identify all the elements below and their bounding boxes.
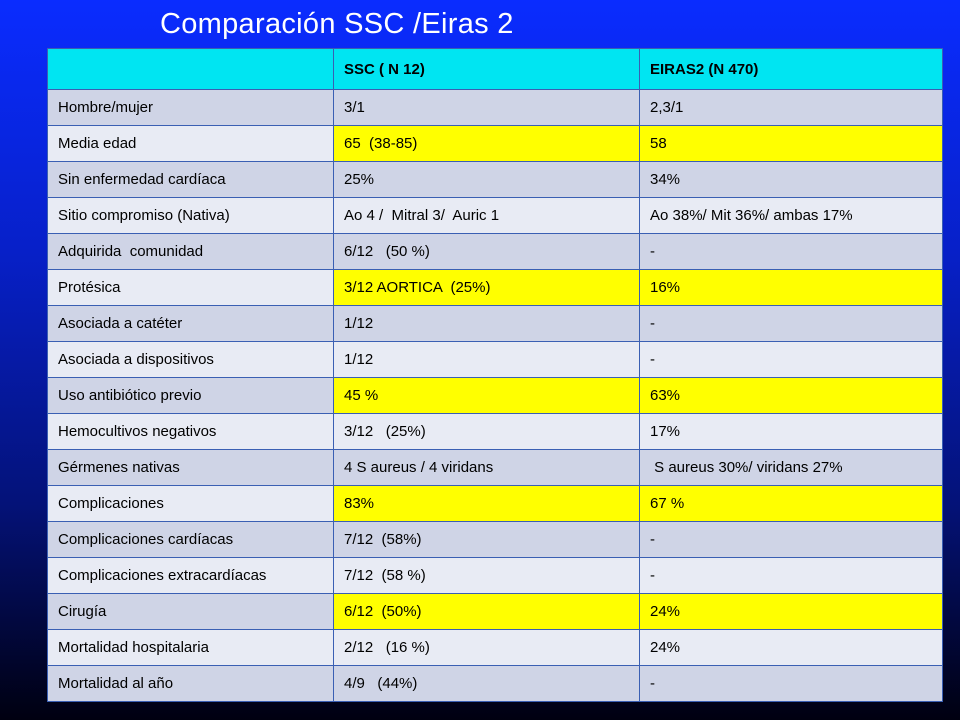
row-label-cell: Hombre/mujer bbox=[47, 89, 334, 126]
table-row: Uso antibiótico previo 45 % 63% bbox=[47, 377, 943, 414]
table-row: Complicaciones 83% 67 % bbox=[47, 485, 943, 522]
row-label-cell: Adquirida comunidad bbox=[47, 233, 334, 270]
table-row: Adquirida comunidad 6/12 (50 %) - bbox=[47, 233, 943, 270]
eiras-value-cell: 58 bbox=[639, 125, 943, 162]
eiras-value-cell: - bbox=[639, 233, 943, 270]
table-row: Complicaciones cardíacas 7/12 (58%) - bbox=[47, 521, 943, 558]
table-header-row: SSC ( N 12) EIRAS2 (N 470) bbox=[47, 48, 943, 90]
eiras-value-cell: 63% bbox=[639, 377, 943, 414]
row-label-cell: Sitio compromiso (Nativa) bbox=[47, 197, 334, 234]
ssc-value-cell: 65 (38-85) bbox=[333, 125, 640, 162]
table-row: Gérmenes nativas 4 S aureus / 4 viridans … bbox=[47, 449, 943, 486]
eiras-value-cell: S aureus 30%/ viridans 27% bbox=[639, 449, 943, 486]
table-row: Sitio compromiso (Nativa) Ao 4 / Mitral 3… bbox=[47, 197, 943, 234]
ssc-value-cell: 7/12 (58 %) bbox=[333, 557, 640, 594]
ssc-value-cell: 1/12 bbox=[333, 305, 640, 342]
row-label-cell: Media edad bbox=[47, 125, 334, 162]
table-row: Sin enfermedad cardíaca 25% 34% bbox=[47, 161, 943, 198]
slide-title: Comparación SSC /Eiras 2 bbox=[160, 8, 514, 40]
table-row: Cirugía 6/12 (50%) 24% bbox=[47, 593, 943, 630]
eiras-value-cell: Ao 38%/ Mit 36%/ ambas 17% bbox=[639, 197, 943, 234]
row-label-cell: Mortalidad al año bbox=[47, 665, 334, 702]
eiras-value-cell: 24% bbox=[639, 629, 943, 666]
ssc-value-cell: 4 S aureus / 4 viridans bbox=[333, 449, 640, 486]
ssc-value-cell: 4/9 (44%) bbox=[333, 665, 640, 702]
ssc-value-cell: 6/12 (50 %) bbox=[333, 233, 640, 270]
table-row: Asociada a catéter 1/12- bbox=[47, 305, 943, 342]
ssc-value-cell: 7/12 (58%) bbox=[333, 521, 640, 558]
comparison-table: SSC ( N 12) EIRAS2 (N 470) Hombre/mujer 3… bbox=[47, 48, 943, 702]
ssc-value-cell: 25% bbox=[333, 161, 640, 198]
ssc-value-cell: Ao 4 / Mitral 3/ Auric 1 bbox=[333, 197, 640, 234]
ssc-value-cell: 83% bbox=[333, 485, 640, 522]
row-label-cell: Protésica bbox=[47, 269, 334, 306]
table-row: Complicaciones extracardíacas 7/12 (58 %)… bbox=[47, 557, 943, 594]
header-cell-ssc: SSC ( N 12) bbox=[333, 48, 640, 90]
table-row: Hemocultivos negativos 3/12 (25%) 17% bbox=[47, 413, 943, 450]
ssc-value-cell: 1/12 bbox=[333, 341, 640, 378]
eiras-value-cell: - bbox=[639, 341, 943, 378]
ssc-value-cell: 3/1 bbox=[333, 89, 640, 126]
table-row: Protésica 3/12 AORTICA (25%) 16% bbox=[47, 269, 943, 306]
ssc-value-cell: 6/12 (50%) bbox=[333, 593, 640, 630]
row-label-cell: Sin enfermedad cardíaca bbox=[47, 161, 334, 198]
row-label-cell: Complicaciones extracardíacas bbox=[47, 557, 334, 594]
header-cell-eiras: EIRAS2 (N 470) bbox=[639, 48, 943, 90]
row-label-cell: Asociada a catéter bbox=[47, 305, 334, 342]
eiras-value-cell: - bbox=[639, 665, 943, 702]
eiras-value-cell: - bbox=[639, 521, 943, 558]
row-label-cell: Cirugía bbox=[47, 593, 334, 630]
row-label-cell: Mortalidad hospitalaria bbox=[47, 629, 334, 666]
row-label-cell: Complicaciones cardíacas bbox=[47, 521, 334, 558]
eiras-value-cell: 16% bbox=[639, 269, 943, 306]
row-label-cell: Uso antibiótico previo bbox=[47, 377, 334, 414]
eiras-value-cell: 2,3/1 bbox=[639, 89, 943, 126]
ssc-value-cell: 3/12 (25%) bbox=[333, 413, 640, 450]
table-row: Mortalidad al año 4/9 (44%) - bbox=[47, 665, 943, 702]
eiras-value-cell: - bbox=[639, 557, 943, 594]
ssc-value-cell: 2/12 (16 %) bbox=[333, 629, 640, 666]
header-cell-empty bbox=[47, 48, 334, 90]
row-label-cell: Asociada a dispositivos bbox=[47, 341, 334, 378]
eiras-value-cell: 24% bbox=[639, 593, 943, 630]
table-row: Mortalidad hospitalaria 2/12 (16 %) 24% bbox=[47, 629, 943, 666]
row-label-cell: Complicaciones bbox=[47, 485, 334, 522]
ssc-value-cell: 3/12 AORTICA (25%) bbox=[333, 269, 640, 306]
row-label-cell: Gérmenes nativas bbox=[47, 449, 334, 486]
ssc-value-cell: 45 % bbox=[333, 377, 640, 414]
table-row: Media edad 65 (38-85) 58 bbox=[47, 125, 943, 162]
eiras-value-cell: 17% bbox=[639, 413, 943, 450]
row-label-cell: Hemocultivos negativos bbox=[47, 413, 334, 450]
eiras-value-cell: - bbox=[639, 305, 943, 342]
eiras-value-cell: 34% bbox=[639, 161, 943, 198]
table-row: Hombre/mujer 3/1 2,3/1 bbox=[47, 89, 943, 126]
eiras-value-cell: 67 % bbox=[639, 485, 943, 522]
table-row: Asociada a dispositivos 1/12- bbox=[47, 341, 943, 378]
